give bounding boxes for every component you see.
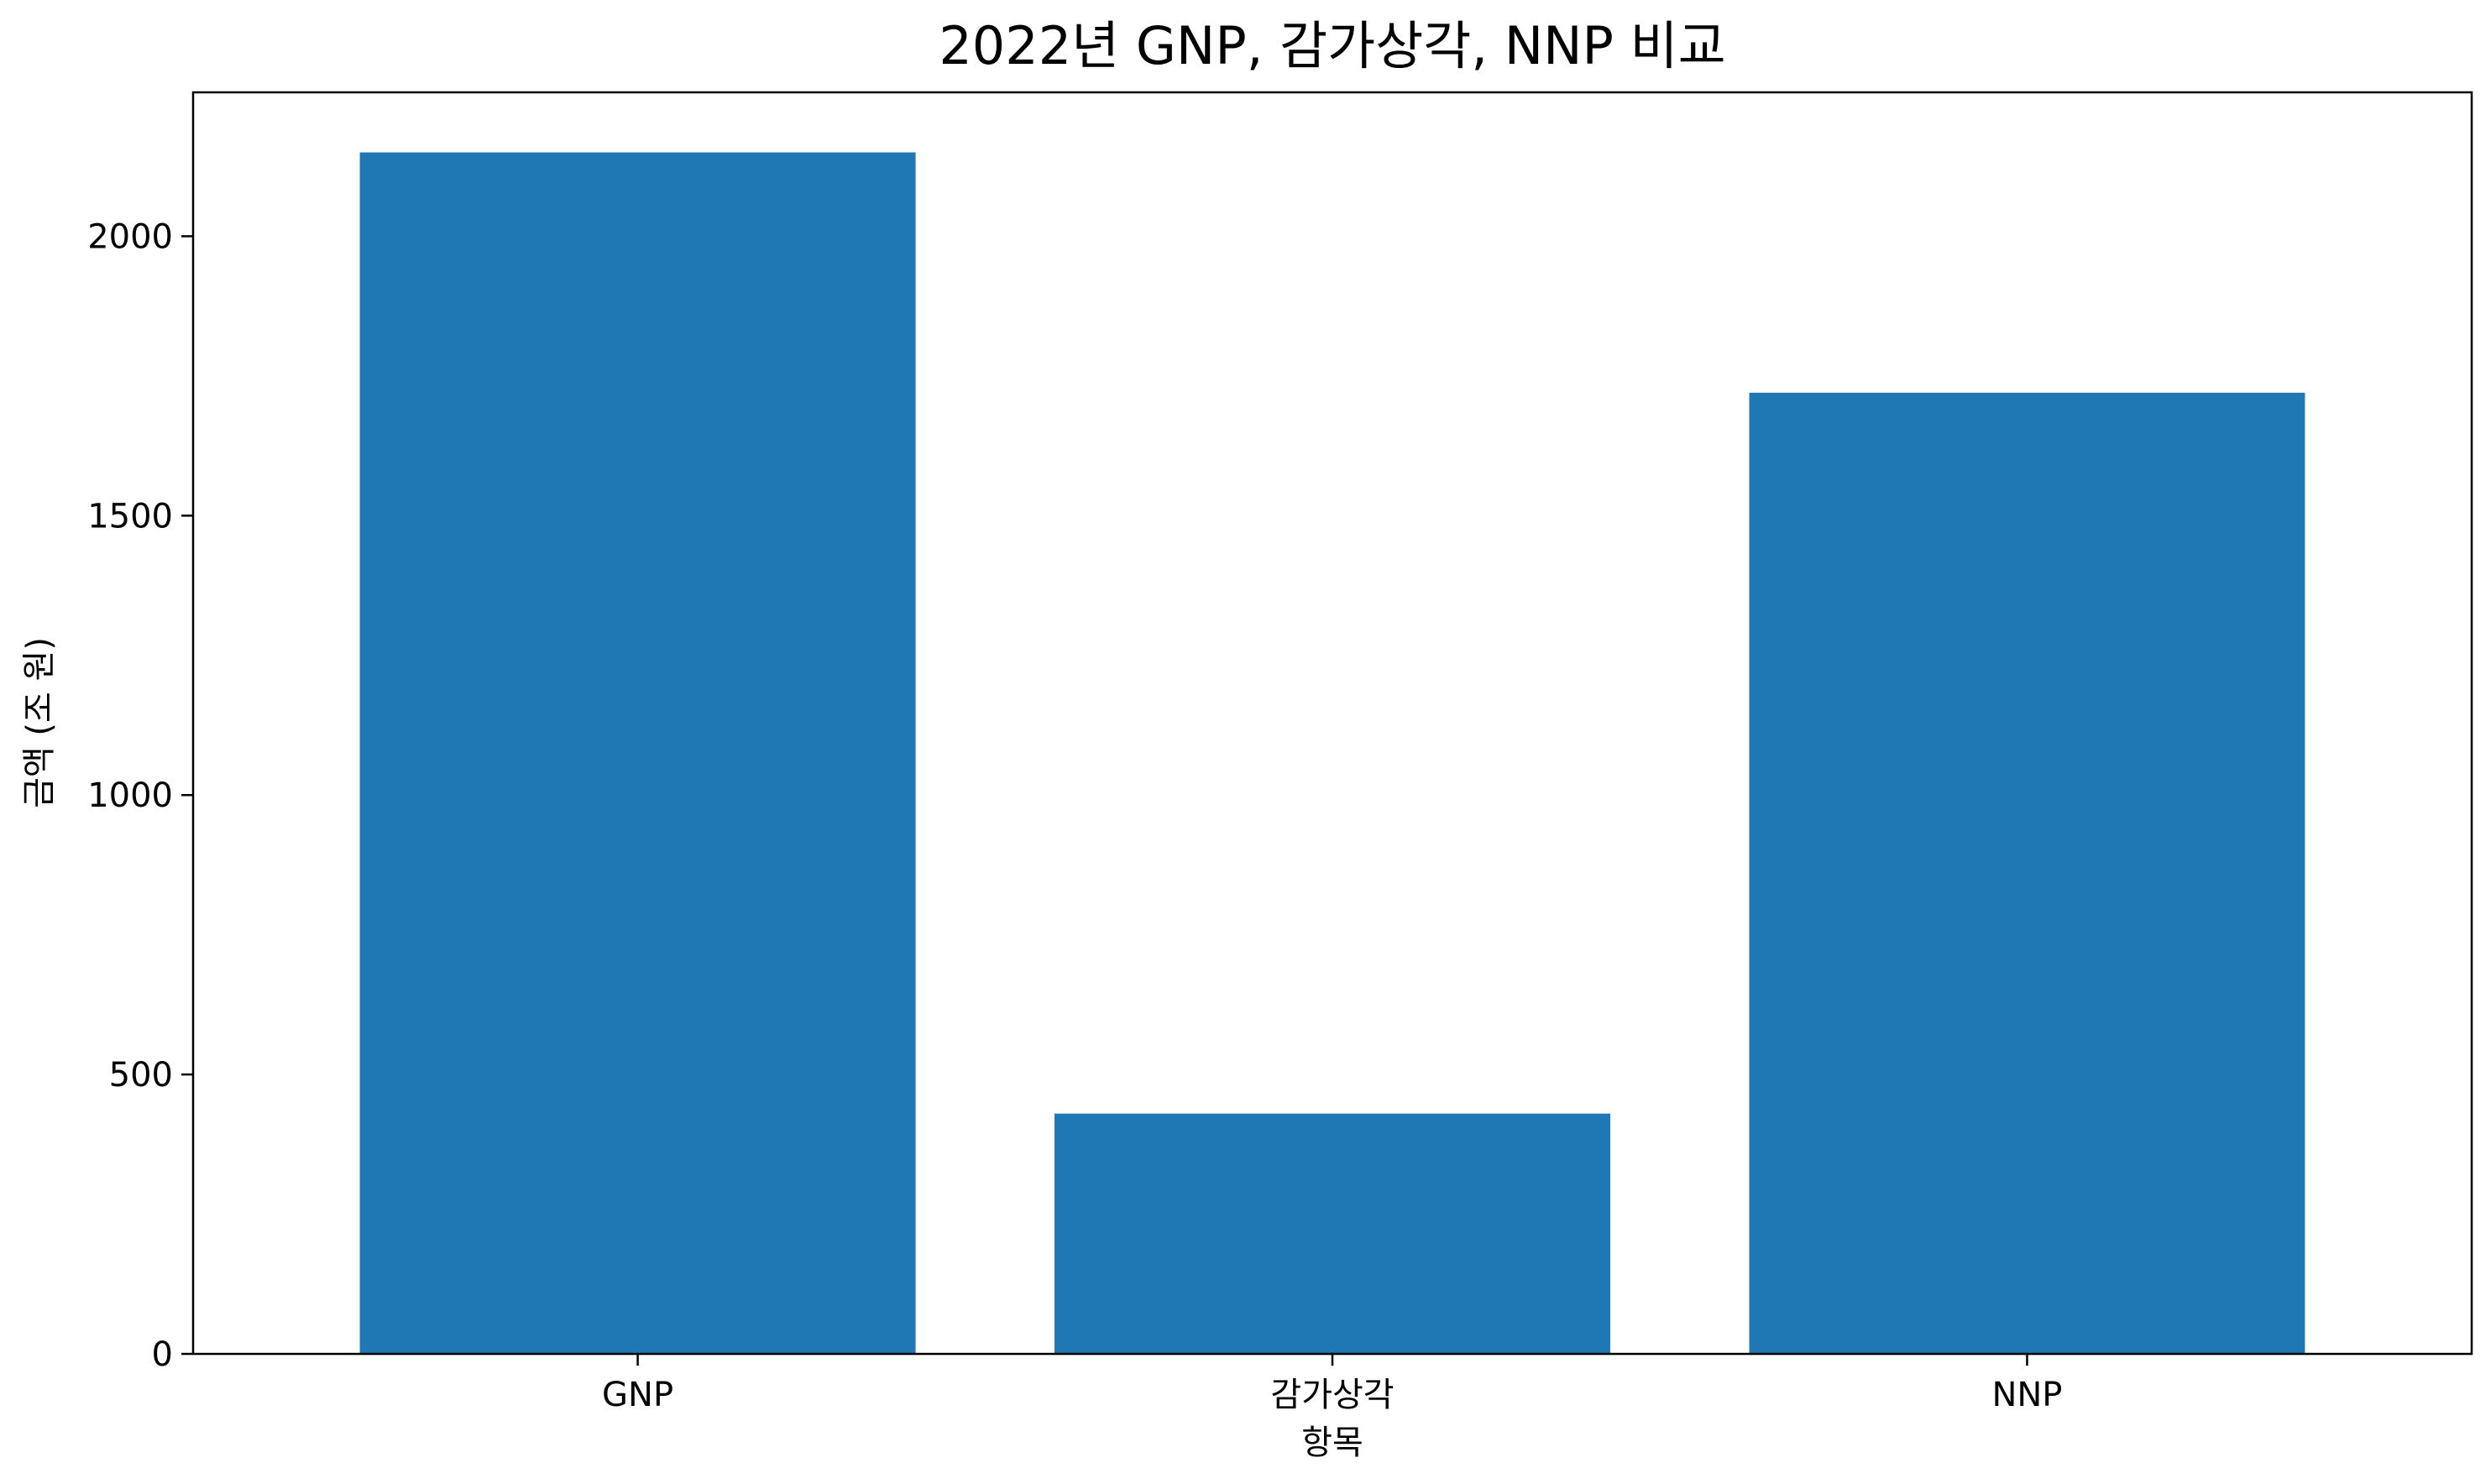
y-axis-label: 금액 (조 원): [20, 637, 59, 808]
y-tick-label: 500: [109, 1056, 173, 1095]
x-axis-label: 항목: [1301, 1424, 1363, 1462]
x-tick-label: GNP: [602, 1376, 673, 1414]
bar-0: [359, 152, 916, 1355]
y-tick-label: 1500: [87, 497, 173, 536]
x-tick-label: NNP: [1991, 1376, 2062, 1414]
y-axis: 0 500 1000 1500 2000: [87, 217, 193, 1374]
y-tick-label: 1000: [87, 776, 173, 815]
bar-2: [1749, 392, 2305, 1354]
y-tick-label: 0: [152, 1335, 173, 1374]
bar-1: [1054, 1113, 1610, 1354]
bars-group: [359, 152, 2305, 1355]
y-tick-label: 2000: [87, 217, 173, 256]
x-axis: GNP 감가상각 NNP: [602, 1354, 2062, 1414]
x-tick-label: 감가상각: [1270, 1376, 1394, 1414]
chart-title: 2022년 GNP, 감가상각, NNP 비교: [939, 15, 1725, 76]
